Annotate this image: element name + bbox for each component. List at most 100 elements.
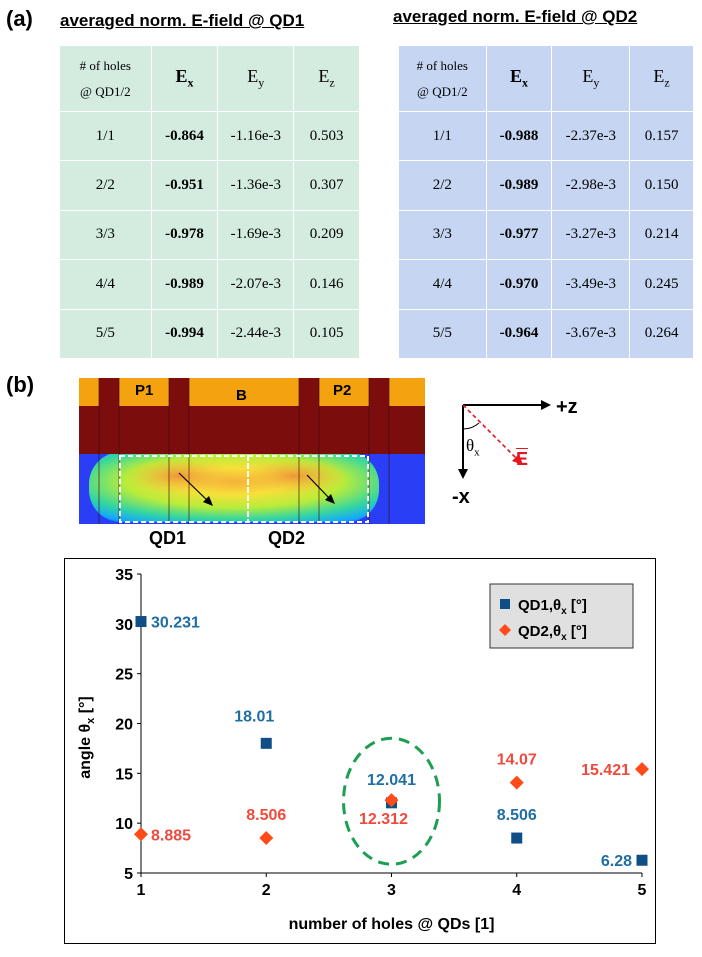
cell-ez: 0.264 — [629, 308, 694, 360]
panel-a-label: (a) — [6, 6, 33, 31]
cell-ez: 0.503 — [293, 110, 360, 162]
qd2-point — [259, 831, 274, 846]
cell-ey: -3.27e-3 — [551, 209, 631, 261]
table-row: 5/5 -0.964 -3.67e-3 0.264 — [398, 308, 694, 360]
theta-label: θx — [466, 436, 480, 459]
legend-box — [489, 583, 634, 649]
header-holes: # of holes @ QD1/2 — [59, 45, 152, 112]
qd1-data-label: 30.231 — [151, 615, 200, 632]
cell-ey: -1.36e-3 — [217, 160, 295, 211]
qd2-data-label: 14.07 — [497, 752, 537, 769]
efield-arrowhead-qd1 — [203, 496, 213, 506]
y-tick-label: 5 — [124, 866, 133, 883]
oxide-layer — [79, 406, 425, 454]
qd1-point — [260, 737, 272, 749]
table-header-row: # of holes @ QD1/2 Ex Ey Ez — [398, 45, 694, 112]
gate-p2-label: P2 — [333, 382, 352, 399]
table-row: 3/3 -0.977 -3.27e-3 0.214 — [398, 209, 694, 261]
y-tick-label: 10 — [115, 816, 133, 833]
cell-holes: 1/1 — [59, 110, 152, 162]
cell-ex: -0.964 — [485, 308, 553, 360]
table-row: 1/1 -0.988 -2.37e-3 0.157 — [398, 110, 694, 162]
cell-holes: 2/2 — [59, 160, 152, 211]
qd2-point — [134, 827, 148, 842]
cell-holes: 1/1 — [398, 110, 487, 162]
qd2-point — [635, 762, 649, 777]
cell-ey: -3.49e-3 — [551, 259, 631, 310]
finger — [299, 378, 319, 454]
cell-ez: 0.209 — [293, 209, 360, 261]
cell-holes: 3/3 — [398, 209, 487, 261]
minus-x-label: -x — [452, 486, 470, 508]
table2-title: averaged norm. E-field @ QD2 — [393, 7, 638, 26]
table1-title: averaged norm. E-field @ QD1 — [60, 11, 305, 30]
qd2-label: QD2 — [268, 528, 306, 548]
cell-ez: 0.150 — [629, 160, 694, 211]
x-tick-label: 5 — [638, 882, 647, 899]
cell-ey: -2.37e-3 — [551, 110, 631, 162]
finger — [99, 378, 119, 454]
x-tick-label: 4 — [512, 882, 521, 899]
qd2-point — [509, 775, 524, 790]
theta-arc — [462, 422, 480, 430]
cell-ex: -0.989 — [485, 160, 553, 211]
cell-holes: 5/5 — [398, 308, 487, 360]
field-lobe-2 — [239, 458, 349, 494]
cell-ez: 0.105 — [293, 308, 360, 360]
gate-p1-label: P1 — [135, 382, 154, 399]
table-row: 5/5 -0.994 -2.44e-3 0.105 — [59, 308, 360, 360]
field-lobe-1 — [124, 458, 234, 494]
cell-holes: 4/4 — [398, 259, 487, 310]
efield-arrowhead-qd2 — [325, 494, 335, 504]
cell-ez: 0.214 — [629, 209, 694, 261]
device-field-map — [79, 378, 425, 524]
y-tick-label: 20 — [115, 717, 133, 734]
x-arrowhead — [458, 469, 468, 479]
table-row: 4/4 -0.989 -2.07e-3 0.146 — [59, 259, 360, 310]
header-holes: # of holes @ QD1/2 — [398, 45, 487, 112]
cell-ez: 0.157 — [629, 110, 694, 162]
qd1-point — [135, 616, 147, 628]
cell-ex: -0.977 — [485, 209, 553, 261]
cell-ey: -2.07e-3 — [217, 259, 295, 310]
cell-ex: -0.970 — [485, 259, 553, 310]
header-ex: Ex — [485, 45, 553, 112]
y-tick-label: 30 — [115, 617, 133, 634]
cell-ez: 0.245 — [629, 259, 694, 310]
y-tick-label: 35 — [115, 567, 133, 584]
gate-layer — [79, 378, 425, 406]
y-tick-label: 25 — [115, 667, 133, 684]
qd2-data-label: 8.885 — [151, 827, 191, 844]
table-qd2: # of holes @ QD1/2 Ex Ey Ez 1/1 -0.988 -2.3… — [398, 45, 694, 360]
qd1-point — [636, 854, 648, 866]
table-qd1: # of holes @ QD1/2 Ex Ey Ez 1/1 -0.864 -1.1… — [59, 45, 360, 360]
legend-label-qd1: QD1,θx [°] — [518, 597, 587, 617]
qd2-data-label: 8.506 — [246, 807, 286, 824]
table-row: 2/2 -0.989 -2.98e-3 0.150 — [398, 160, 694, 211]
qd1-data-label: 6.28 — [601, 853, 632, 870]
cell-ex: -0.988 — [485, 110, 553, 162]
e-vector-line — [462, 404, 520, 462]
y-axis-title: angle θx [°] — [77, 696, 97, 779]
x-tick-label: 2 — [262, 882, 271, 899]
cell-ex: -0.864 — [150, 110, 219, 162]
panel-b-label: (b) — [6, 372, 35, 397]
header-ez: Ez — [629, 45, 694, 112]
table-row: 2/2 -0.951 -1.36e-3 0.307 — [59, 160, 360, 211]
cell-ey: -2.44e-3 — [217, 308, 295, 360]
cell-ey: -3.67e-3 — [551, 308, 631, 360]
table-row: 1/1 -0.864 -1.16e-3 0.503 — [59, 110, 360, 162]
cell-ey: -1.69e-3 — [217, 209, 295, 261]
qd1-label: QD1 — [149, 528, 187, 548]
legend-label-qd2: QD2,θx [°] — [518, 623, 587, 643]
plus-z-label: +z — [556, 396, 578, 418]
header-ey: Ey — [551, 45, 631, 112]
x-tick-label: 3 — [387, 882, 396, 899]
legend-marker-qd2 — [499, 624, 511, 636]
chart-frame — [64, 558, 656, 944]
cell-ex: -0.989 — [150, 259, 219, 310]
table-header-row: # of holes @ QD1/2 Ex Ey Ez — [59, 45, 360, 112]
cell-ex: -0.994 — [150, 308, 219, 360]
qd2-data-label: 12.312 — [359, 811, 408, 828]
qd1-data-label: 8.506 — [497, 807, 537, 824]
